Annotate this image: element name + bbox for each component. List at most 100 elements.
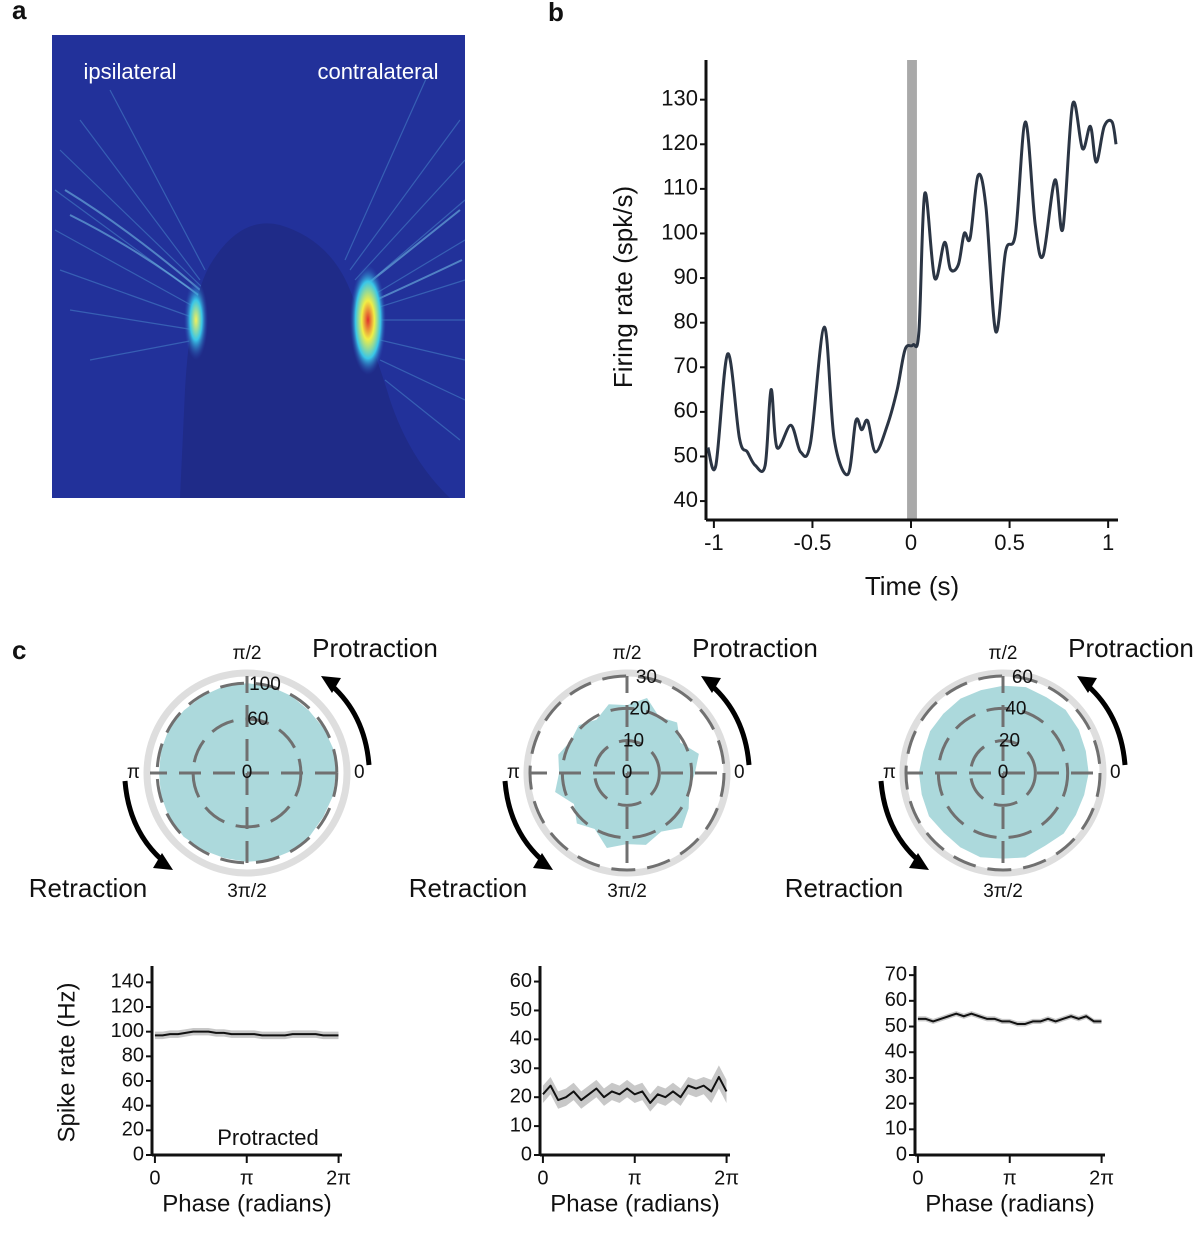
annotation: Retraction <box>785 873 904 903</box>
x-tick-label: 0.5 <box>994 530 1025 555</box>
y-tick-label: 0 <box>521 1143 532 1165</box>
outer-ring <box>899 669 1107 877</box>
r-tick-label: 0 <box>242 762 253 783</box>
data-line <box>917 1012 1102 1025</box>
y-tick-label: 80 <box>674 308 698 333</box>
arrowhead <box>533 853 553 870</box>
r-tick-label: 0 <box>622 762 633 783</box>
error-band <box>917 1011 1102 1027</box>
r-grid-ring <box>936 706 1070 840</box>
outer-ring <box>523 669 731 877</box>
theta-tick-label: π/2 <box>613 643 642 664</box>
x-tick-label: π <box>628 1167 642 1189</box>
x-tick-label: -0.5 <box>793 530 831 555</box>
r-grid-ring <box>155 681 339 865</box>
annotation: Retraction <box>409 873 528 903</box>
arrow <box>1085 683 1128 766</box>
theta-tick-label: 3π/2 <box>983 881 1023 902</box>
arrow <box>709 683 752 766</box>
y-tick-label: 60 <box>122 1069 144 1091</box>
x-axis-label: Phase (radians) <box>925 1190 1094 1217</box>
polar-chart: 0 60 100 0 π/2 π 3π/2 Protraction Retraction <box>29 633 438 903</box>
y-tick-label: 120 <box>111 995 144 1017</box>
y-tick-label: 120 <box>661 130 698 155</box>
theta-tick-label: π <box>507 762 520 783</box>
r-grid-ring <box>191 717 303 829</box>
x-tick-label: π <box>1003 1167 1017 1189</box>
y-tick-label: 30 <box>885 1066 907 1088</box>
whisker-image: ipsilateral contralateral <box>52 35 466 498</box>
arrowhead <box>909 853 929 870</box>
y-tick-label: 50 <box>510 999 532 1021</box>
y-tick-label: 10 <box>885 1118 907 1140</box>
theta-tick-label: π <box>883 762 896 783</box>
y-tick-label: 0 <box>133 1143 144 1165</box>
theta-tick-label: π/2 <box>989 643 1018 664</box>
y-tick-label: 60 <box>510 970 532 992</box>
y-tick-label: 40 <box>122 1094 144 1116</box>
y-tick-label: 130 <box>661 85 698 110</box>
x-tick-label: 2π <box>714 1167 739 1189</box>
x-axis-label: Phase (radians) <box>550 1190 719 1217</box>
y-tick-label: 10 <box>510 1114 532 1136</box>
x-tick-label: -1 <box>704 530 724 555</box>
image-label: ipsilateral <box>84 59 177 84</box>
r-tick-label: 60 <box>247 709 268 730</box>
y-tick-label: 140 <box>111 971 144 993</box>
theta-tick-label: π <box>127 762 140 783</box>
theta-tick-label: 3π/2 <box>607 881 647 902</box>
r-grid-ring <box>904 674 1102 872</box>
annotation: Protraction <box>312 633 438 663</box>
y-tick-label: 100 <box>661 219 698 244</box>
y-axis-label: Spike rate (Hz) <box>53 982 80 1142</box>
arrowhead <box>321 676 341 693</box>
panel-label: b <box>548 0 564 27</box>
y-tick-label: 40 <box>510 1028 532 1050</box>
r-tick-label: 20 <box>999 730 1020 751</box>
x-tick-label: 0 <box>912 1167 923 1189</box>
r-tick-label: 0 <box>998 762 1009 783</box>
r-tick-label: 60 <box>1012 667 1033 688</box>
r-tick-label: 40 <box>1005 699 1026 720</box>
r-grid-ring <box>528 674 726 872</box>
y-tick-label: 60 <box>674 398 698 423</box>
r-grid-ring <box>560 706 694 840</box>
data-line <box>706 100 1118 477</box>
y-tick-label: 40 <box>674 487 698 512</box>
r-tick-label: 30 <box>636 667 657 688</box>
y-tick-label: 60 <box>885 989 907 1011</box>
x-tick-label: 0 <box>537 1167 548 1189</box>
arrow <box>329 683 372 766</box>
x-tick-label: 0 <box>149 1167 160 1189</box>
x-tick-label: 1 <box>1102 530 1114 555</box>
y-tick-label: 80 <box>122 1045 144 1067</box>
x-axis-label: Time (s) <box>865 571 959 601</box>
x-axis-label: Phase (radians) <box>162 1190 331 1217</box>
y-tick-label: 0 <box>896 1143 907 1165</box>
y-tick-label: 20 <box>122 1119 144 1141</box>
x-tick-label: π <box>240 1167 254 1189</box>
theta-tick-label: 0 <box>354 762 365 783</box>
arrow <box>122 780 165 863</box>
y-tick-label: 90 <box>674 264 698 289</box>
y-tick-label: 20 <box>510 1085 532 1107</box>
arrow <box>878 780 921 863</box>
outer-ring <box>143 669 351 877</box>
y-tick-label: 70 <box>674 353 698 378</box>
annotation: Protracted <box>217 1125 319 1150</box>
x-tick-label: 2π <box>326 1167 351 1189</box>
theta-tick-label: π/2 <box>233 643 262 664</box>
line-chart: 40 50 60 70 80 90 100 110 120 130 -1 -0.5 0 0.5 1 Time … <box>608 60 1118 601</box>
x-tick-label: 0 <box>905 530 917 555</box>
arrowhead <box>153 853 173 870</box>
polar-chart: 0 20 40 60 0 π/2 π 3π/2 Protraction Retraction <box>785 633 1194 903</box>
y-tick-label: 50 <box>885 1015 907 1037</box>
data-line <box>542 1075 728 1104</box>
arrow <box>502 780 545 863</box>
error-band <box>542 1065 727 1112</box>
image-label: contralateral <box>317 59 438 84</box>
